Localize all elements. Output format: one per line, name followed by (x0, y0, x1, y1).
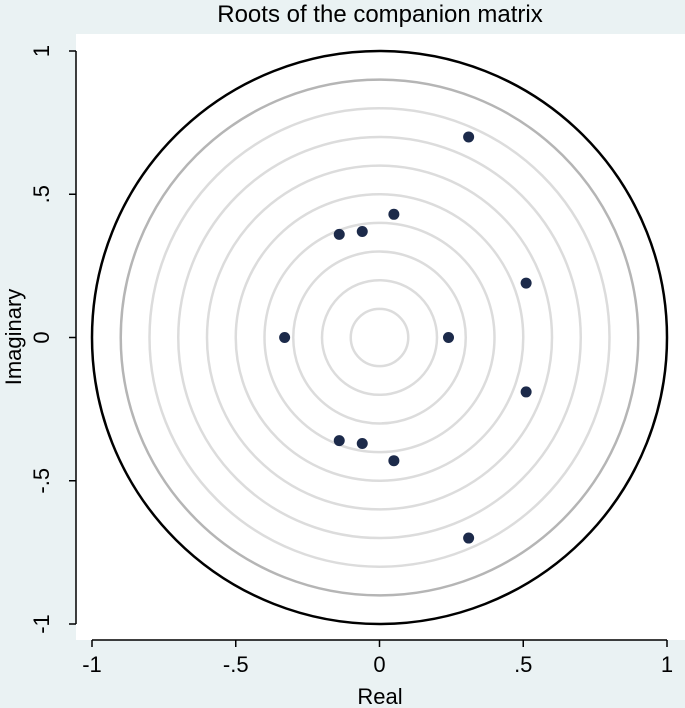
root-point (333, 435, 345, 447)
reference-circle (205, 164, 554, 511)
y-tick-label: 1 (29, 45, 54, 57)
root-point (279, 332, 291, 343)
reference-circle (177, 135, 582, 540)
reference-circle (292, 250, 467, 425)
root-point (356, 225, 368, 237)
x-axis-label: Real (357, 684, 402, 708)
x-tick-label: -.5 (223, 652, 249, 677)
reference-circle (263, 221, 496, 454)
x-tick-label: -1 (82, 652, 102, 677)
root-point (443, 332, 454, 343)
x-tick-label: 1 (661, 652, 673, 677)
x-tick-label: 0 (373, 652, 385, 677)
y-tick-label: -1 (29, 614, 54, 634)
reference-circle (148, 107, 611, 568)
reference-circle (119, 78, 640, 597)
y-axis-label: Imaginary (1, 289, 26, 386)
plot-region (76, 34, 685, 640)
axes: -1 -.5 0 .5 1 -1 -.5 0 .5 1 (29, 45, 673, 677)
y-tick-label: .5 (29, 185, 54, 203)
y-tick-label: 0 (29, 331, 54, 343)
reference-circle (320, 278, 439, 397)
reference-circle (234, 193, 525, 482)
root-point (520, 277, 532, 289)
root-point (356, 438, 368, 450)
root-point (463, 532, 475, 544)
root-points (279, 131, 532, 544)
reference-circle (349, 307, 410, 368)
x-tick-label: .5 (514, 652, 532, 677)
chart-title: Roots of the companion matrix (217, 1, 543, 28)
root-point (333, 228, 345, 240)
root-point (463, 131, 475, 143)
root-point (520, 386, 532, 398)
root-point (388, 455, 400, 467)
y-tick-label: -.5 (29, 468, 54, 494)
reference-circles (90, 49, 669, 626)
root-point (388, 208, 400, 220)
unit-circle (90, 49, 669, 626)
